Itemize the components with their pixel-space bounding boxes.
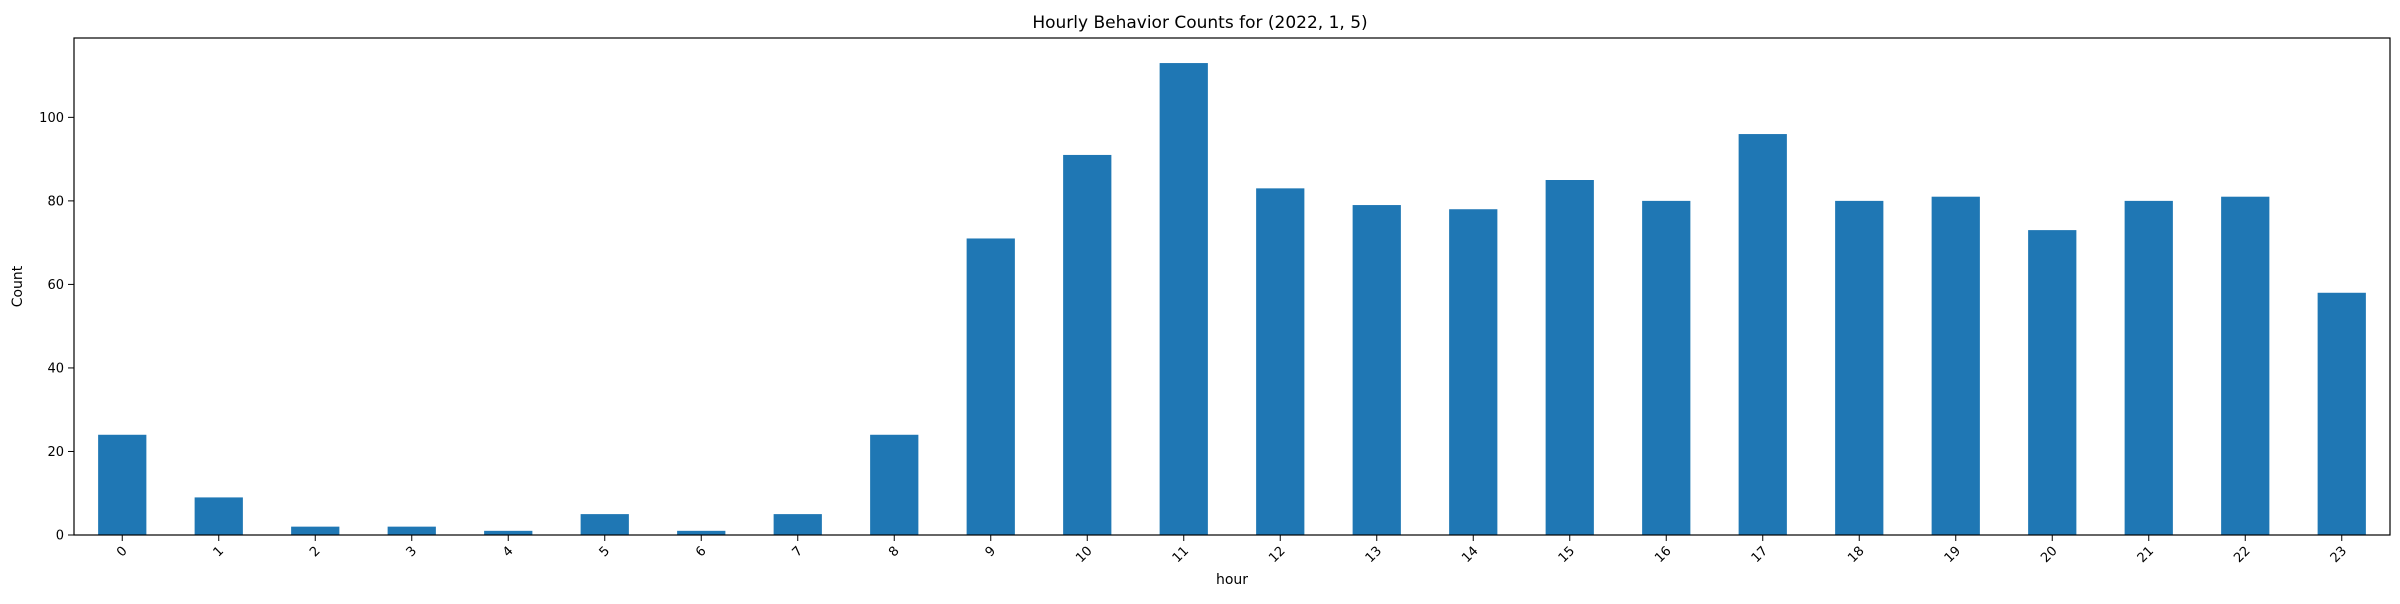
bars-group bbox=[98, 63, 2366, 536]
x-tick-label: 14 bbox=[1459, 544, 1481, 566]
bar-hour-9 bbox=[966, 238, 1015, 535]
bar-hour-20 bbox=[2028, 230, 2077, 535]
x-axis-label: hour bbox=[1216, 572, 1248, 588]
x-tick-label: 10 bbox=[1073, 544, 1095, 566]
bar-hour-6 bbox=[677, 530, 726, 535]
x-tick-label: 8 bbox=[886, 544, 902, 560]
y-axis-ticks: 0 20 40 60 80 100 bbox=[39, 111, 74, 544]
x-tick-label: 20 bbox=[2038, 544, 2060, 566]
bar-hour-5 bbox=[580, 514, 629, 535]
bar-hour-19 bbox=[1931, 196, 1980, 536]
x-tick-label: 11 bbox=[1170, 544, 1192, 566]
x-tick-label: 22 bbox=[2231, 544, 2253, 566]
y-axis-label: Count bbox=[10, 265, 26, 307]
y-tick-label: 40 bbox=[47, 361, 64, 376]
bar-hour-8 bbox=[870, 434, 919, 535]
y-tick-label: 100 bbox=[39, 111, 64, 126]
x-axis-ticks: 0 1 2 3 4 5 6 7 8 9 10 11 12 13 14 15 16 17 18 19 20 21 22 23 bbox=[114, 535, 2350, 566]
x-tick-label: 6 bbox=[693, 544, 709, 560]
bar-hour-23 bbox=[2317, 292, 2366, 535]
x-tick-label: 9 bbox=[983, 544, 999, 560]
bar-hour-13 bbox=[1352, 205, 1401, 535]
bar-hour-11 bbox=[1159, 63, 1208, 535]
bar-hour-3 bbox=[387, 526, 436, 535]
x-tick-label: 3 bbox=[404, 544, 420, 560]
y-tick-label: 60 bbox=[47, 278, 64, 293]
x-tick-label: 15 bbox=[1556, 544, 1578, 566]
plot-frame bbox=[73, 37, 2391, 536]
y-tick-label: 20 bbox=[47, 445, 64, 460]
x-tick-label: 18 bbox=[1845, 544, 1867, 566]
bar-hour-17 bbox=[1738, 134, 1787, 535]
x-tick-label: 13 bbox=[1363, 544, 1385, 566]
x-tick-label: 19 bbox=[1942, 544, 1964, 566]
bar-hour-21 bbox=[2124, 200, 2173, 535]
x-tick-label: 16 bbox=[1652, 544, 1674, 566]
x-tick-label: 23 bbox=[2328, 544, 2350, 566]
chart-title: Hourly Behavior Counts for (2022, 1, 5) bbox=[1032, 13, 1367, 33]
bar-hour-22 bbox=[2221, 196, 2270, 536]
x-tick-label: 4 bbox=[500, 544, 516, 560]
bar-hour-14 bbox=[1449, 209, 1498, 535]
bar-hour-7 bbox=[773, 514, 822, 535]
bar-hour-18 bbox=[1835, 200, 1884, 535]
x-tick-label: 1 bbox=[211, 544, 227, 560]
x-tick-label: 2 bbox=[307, 544, 323, 560]
bar-hour-4 bbox=[484, 530, 533, 535]
x-tick-label: 7 bbox=[790, 544, 806, 560]
x-tick-label: 0 bbox=[114, 544, 130, 560]
x-tick-label: 21 bbox=[2135, 544, 2157, 566]
bar-hour-2 bbox=[291, 526, 340, 535]
bar-hour-10 bbox=[1063, 154, 1112, 536]
x-tick-label: 5 bbox=[597, 544, 613, 560]
y-tick-label: 80 bbox=[47, 194, 64, 209]
bar-hour-16 bbox=[1642, 200, 1691, 535]
bar-hour-0 bbox=[98, 434, 147, 535]
bar-hour-1 bbox=[194, 497, 243, 535]
x-tick-label: 17 bbox=[1749, 544, 1771, 566]
bar-hour-15 bbox=[1545, 180, 1594, 535]
x-tick-label: 12 bbox=[1266, 544, 1288, 566]
y-tick-label: 0 bbox=[56, 529, 64, 544]
bar-hour-12 bbox=[1256, 188, 1305, 535]
